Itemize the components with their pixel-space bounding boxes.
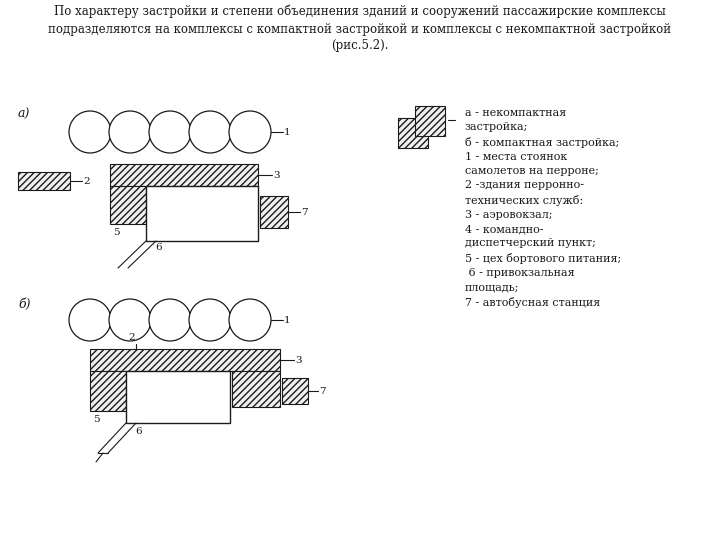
Bar xyxy=(146,186,258,241)
Circle shape xyxy=(189,111,231,153)
Text: 5: 5 xyxy=(113,228,120,237)
Text: застройка;: застройка; xyxy=(465,123,528,132)
Text: 6: 6 xyxy=(155,243,161,252)
Text: 4 - командно-: 4 - командно- xyxy=(465,224,544,234)
Circle shape xyxy=(229,111,271,153)
Circle shape xyxy=(69,299,111,341)
Text: 1: 1 xyxy=(284,316,291,325)
Bar xyxy=(90,371,126,411)
Text: а - некомпактная: а - некомпактная xyxy=(465,108,566,118)
Text: 7: 7 xyxy=(301,208,307,217)
Text: 3: 3 xyxy=(295,356,302,365)
Circle shape xyxy=(109,111,151,153)
Bar xyxy=(232,371,280,407)
Bar xyxy=(260,196,288,228)
Bar xyxy=(90,349,280,371)
Text: б - компактная застройка;: б - компактная застройка; xyxy=(465,137,619,148)
Circle shape xyxy=(149,111,191,153)
Text: а): а) xyxy=(18,108,30,121)
Text: 1: 1 xyxy=(284,128,291,137)
Text: 5: 5 xyxy=(93,415,99,424)
Text: 6 - привокзальная: 6 - привокзальная xyxy=(465,267,575,278)
Circle shape xyxy=(229,299,271,341)
Text: диспетчерский пункт;: диспетчерский пункт; xyxy=(465,239,596,248)
Text: 3 - аэровокзал;: 3 - аэровокзал; xyxy=(465,210,552,219)
Bar xyxy=(282,378,308,404)
Text: По характеру застройки и степени объединения зданий и сооружений пассажирские ко: По характеру застройки и степени объедин… xyxy=(48,5,672,52)
Bar xyxy=(18,172,70,190)
Text: б): б) xyxy=(18,298,30,311)
Circle shape xyxy=(149,299,191,341)
Text: 7 - автобусная станция: 7 - автобусная станция xyxy=(465,296,600,307)
Text: 2: 2 xyxy=(83,177,89,186)
Text: 5 - цех бортового питания;: 5 - цех бортового питания; xyxy=(465,253,621,264)
Text: 7: 7 xyxy=(319,387,325,396)
Text: 2: 2 xyxy=(128,333,135,342)
Text: самолетов на перроне;: самолетов на перроне; xyxy=(465,166,599,176)
Text: 3: 3 xyxy=(273,171,279,180)
Text: 2 -здания перронно-: 2 -здания перронно- xyxy=(465,180,584,191)
Text: площадь;: площадь; xyxy=(465,282,520,292)
Bar xyxy=(398,118,428,148)
Text: 1 - места стоянок: 1 - места стоянок xyxy=(465,152,567,161)
Circle shape xyxy=(189,299,231,341)
Circle shape xyxy=(69,111,111,153)
Text: технических служб:: технических служб: xyxy=(465,195,583,206)
Circle shape xyxy=(109,299,151,341)
Bar xyxy=(415,106,445,136)
Bar xyxy=(110,164,258,186)
Bar xyxy=(110,186,146,224)
Text: 6: 6 xyxy=(135,427,142,436)
Bar xyxy=(126,371,230,423)
